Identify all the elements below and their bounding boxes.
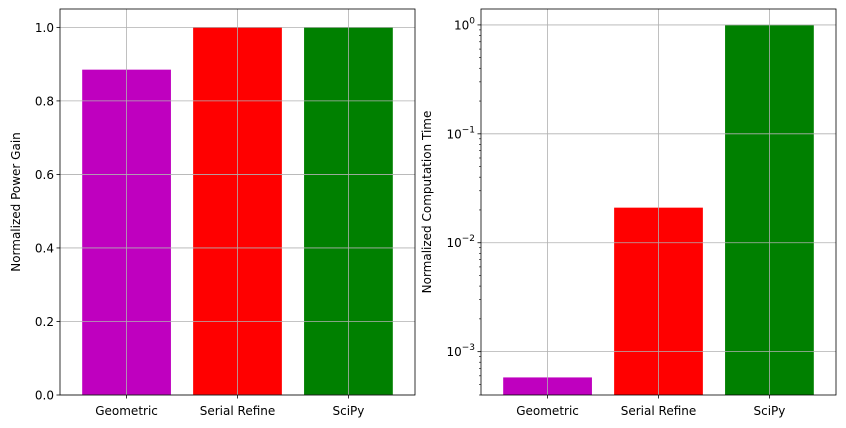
x-tick-label: Serial Refine [621,404,697,418]
y-tick-label: 0.6 [35,168,54,182]
x-tick-label: Serial Refine [200,404,276,418]
y-axis-label: Normalized Computation Time [420,111,434,294]
y-tick-label: 100 [454,16,475,32]
x-tick-label: Geometric [95,404,158,418]
power-gain-chart: 0.0 0.2 0.4 0.6 0.8 1.0 Geometric Serial Refine… [9,8,416,418]
y-tick-label: 10−1 [446,125,475,141]
x-tick-label: SciPy [753,404,785,418]
y-axis-label: Normalized Power Gain [9,132,23,272]
y-tick-label: 10−2 [446,234,475,250]
y-tick-label: 0.4 [35,241,54,255]
y-tick-label: 0.0 [35,389,54,403]
y-tick-label: 10−3 [446,343,475,359]
computation-time-chart: 10−3 10−2 10−1 100 Geometric Serial Refine Sci… [420,8,837,418]
y-tick-label: 0.8 [35,94,54,108]
y-tick-label: 1.0 [35,21,54,35]
y-tick-label: 0.2 [35,315,54,329]
x-tick-label: SciPy [332,404,364,418]
x-tick-label: Geometric [516,404,579,418]
